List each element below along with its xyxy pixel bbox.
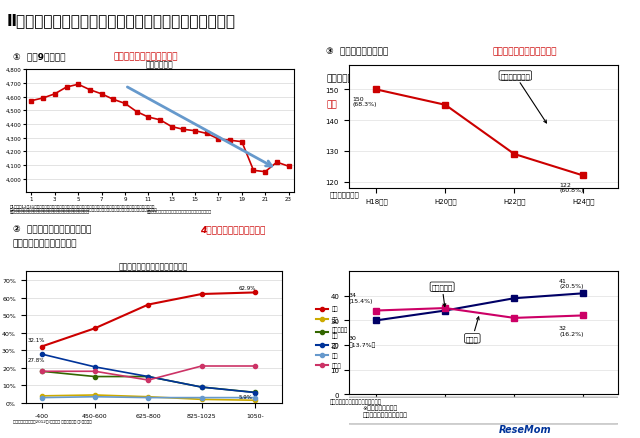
専修・各種
学校 <box>91 374 99 379</box>
Text: 家庭からの給付は減少し、: 家庭からの給付は減少し、 <box>493 47 557 56</box>
短大 <box>91 392 99 398</box>
就職 <box>198 385 205 390</box>
Text: 注2）民間の給与所得者の給与の所得について連年歳収調査者（事業所）の支払額に着目し、集計を行ったものであり、複数の事業: 注2）民間の給与所得者の給与の所得について連年歳収調査者（事業所）の支払額に着目… <box>10 207 157 211</box>
Text: を超えつつある。: を超えつつある。 <box>364 100 407 110</box>
Text: 各家計の負担は: 各家計の負担は <box>508 74 546 83</box>
Text: 出典：「民間給与実態統計調査結果」（国税庁）より作成: 出典：「民間給与実態統計調査結果」（国税庁）より作成 <box>147 210 212 214</box>
Text: ③  学生生活費における: ③ 学生生活費における <box>326 47 388 56</box>
Text: 奨学金: 奨学金 <box>466 317 479 342</box>
Text: Ⅱ－８．高等教育段階における教育費の家計負担の増加: Ⅱ－８．高等教育段階における教育費の家計負担の増加 <box>6 13 236 28</box>
就職 <box>38 352 45 357</box>
Text: 122
(60.8%): 122 (60.8%) <box>559 182 584 193</box>
Text: 30
（13.7%）: 30 （13.7%） <box>349 336 376 347</box>
Text: 注1）各年12月31日現在で民間の事業所に勤務している給与所得者（所得税の納税の義務を問わない）を対象とした抽出調査: 注1）各年12月31日現在で民間の事業所に勤務している給与所得者（所得税の納税の… <box>10 204 155 208</box>
就職 <box>91 364 99 370</box>
就職 <box>251 390 259 395</box>
Legend: 大学, 短大, 専修・各種
学校, 就職, 不明, その他: 大学, 短大, 専修・各種 学校, 就職, 不明, その他 <box>314 304 351 371</box>
Text: 150
(68.3%): 150 (68.3%) <box>352 96 377 107</box>
大学 <box>38 344 45 350</box>
その他 <box>38 369 45 374</box>
Text: 「高校生保護者調査2012」(東京大学 小林雅之教授 他)より作成: 「高校生保護者調査2012」(東京大学 小林雅之教授 他)より作成 <box>13 418 92 422</box>
FancyBboxPatch shape <box>346 397 620 424</box>
Text: 家庭からの給付: 家庭からの給付 <box>500 73 547 124</box>
不明 <box>251 395 259 400</box>
不明 <box>198 395 205 400</box>
Text: 所から給与の支払を受ける等その個人の所得全体を示したものではない: 所から給与の支払を受ける等その個人の所得全体を示したものではない <box>10 210 90 214</box>
その他 <box>198 364 205 369</box>
大学 <box>198 292 205 297</box>
Text: 5.9%: 5.9% <box>239 394 253 399</box>
Line: 大学: 大学 <box>40 291 257 349</box>
Text: 27.8%: 27.8% <box>28 357 45 362</box>
不明 <box>38 395 45 400</box>
Line: 短大: 短大 <box>40 393 257 403</box>
その他 <box>91 369 99 374</box>
Text: 限界: 限界 <box>326 100 337 110</box>
大学 <box>251 290 259 295</box>
短大 <box>145 394 152 399</box>
Text: 41
(20.5%): 41 (20.5%) <box>559 278 584 289</box>
就職 <box>145 374 152 379</box>
Text: アルバイト: アルバイト <box>431 284 452 307</box>
Line: 不明: 不明 <box>40 395 257 400</box>
大学 <box>145 302 152 307</box>
Text: （単位：万円）: （単位：万円） <box>330 191 359 197</box>
Title: 平均給与推移: 平均給与推移 <box>146 60 174 69</box>
Line: 専修・各種
学校: 専修・各種 学校 <box>40 369 257 395</box>
その他 <box>145 378 152 383</box>
専修・各種
学校 <box>198 385 205 390</box>
大学 <box>91 326 99 331</box>
Line: その他: その他 <box>40 364 257 382</box>
Text: 平均給与は年々減少傾向。: 平均給与は年々減少傾向。 <box>114 52 179 61</box>
不明 <box>145 395 152 400</box>
Text: 34
(15.4%): 34 (15.4%) <box>349 293 373 304</box>
Title: 高校卒業後の進路（所得階層別）: 高校卒業後の進路（所得階層別） <box>119 262 188 271</box>
短大 <box>38 393 45 399</box>
Text: 32.1%: 32.1% <box>28 338 45 343</box>
Line: 就職: 就職 <box>40 352 257 395</box>
短大 <box>198 397 205 402</box>
Text: ①  平成9年以降、: ① 平成9年以降、 <box>13 52 65 61</box>
Text: 62.9%: 62.9% <box>239 285 256 290</box>
Text: 32
(16.2%): 32 (16.2%) <box>559 325 584 336</box>
専修・各種
学校 <box>145 374 152 379</box>
不明 <box>91 394 99 399</box>
Text: 奨学金の受給が増加するなど、: 奨学金の受給が増加するなど、 <box>326 74 401 83</box>
その他 <box>251 364 259 369</box>
Text: 4年制大学進学率が低く、: 4年制大学進学率が低く、 <box>200 225 266 234</box>
専修・各種
学校 <box>251 390 259 395</box>
短大 <box>251 398 259 403</box>
Text: ②  両親の年収が少ないほど、: ② 両親の年収が少ないほど、 <box>13 225 91 234</box>
Text: ReseMom: ReseMom <box>499 424 552 434</box>
Text: （　）内は学生の収入に占める割合: （ ）内は学生の収入に占める割合 <box>330 399 381 404</box>
専修・各種
学校 <box>38 369 45 374</box>
Text: 逆に就職する割合が高い。: 逆に就職する割合が高い。 <box>13 239 77 248</box>
Text: ※日本学生支援機構
「学生生活調査」より作成: ※日本学生支援機構 「学生生活調査」より作成 <box>362 405 407 417</box>
